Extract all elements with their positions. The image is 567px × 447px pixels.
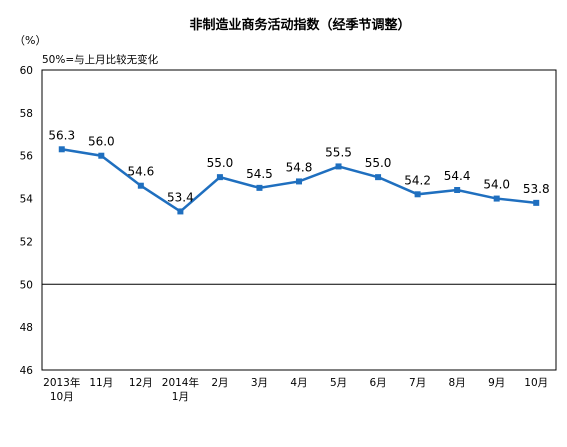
data-labels: 56.3 56.0 54.6 53.4 55.0 54.5 54.8 55.5 55.0 54.2… <box>48 128 549 204</box>
data-label: 55.5 <box>325 145 352 159</box>
x-tick-label: 12月 <box>129 377 153 389</box>
data-point <box>256 184 263 191</box>
data-point <box>414 191 421 198</box>
baseline-annotation: 50%=与上月比较无变化 <box>42 53 159 66</box>
data-label: 53.4 <box>167 190 194 204</box>
x-axis: 2013年 10月 11月 12月 2014年 1月 2月 3月 4月 5月 6月 7月 8月 9月 10月 <box>43 376 548 403</box>
x-tick-label: 7月 <box>409 377 426 389</box>
chart-title: 非制造业商务活动指数（经季节调整） <box>189 17 410 33</box>
y-tick-label: 46 <box>20 365 34 377</box>
data-label: 54.0 <box>483 178 510 192</box>
y-axis-unit: （%） <box>14 34 46 47</box>
series-markers <box>58 146 540 215</box>
data-label: 54.8 <box>286 160 313 174</box>
data-label: 54.6 <box>127 165 154 179</box>
x-tick-label: 2月 <box>211 377 228 389</box>
data-point <box>98 152 105 159</box>
y-tick-label: 50 <box>20 279 33 291</box>
data-point <box>493 195 500 202</box>
data-label: 55.0 <box>207 156 234 170</box>
x-tick-label: 5月 <box>330 377 347 389</box>
data-point <box>375 174 382 181</box>
y-tick-label: 52 <box>20 236 33 248</box>
data-label: 54.4 <box>444 169 471 183</box>
data-label: 53.8 <box>523 182 550 196</box>
data-point <box>216 174 223 181</box>
data-point <box>335 163 342 170</box>
y-axis: 46 48 50 52 54 56 58 60 <box>20 65 34 377</box>
y-tick-label: 54 <box>20 194 34 206</box>
data-label: 54.5 <box>246 167 273 181</box>
x-tick-label: 10月 <box>50 391 74 403</box>
x-tick-label: 2013年 <box>43 376 80 389</box>
y-tick-label: 60 <box>20 65 33 77</box>
x-tick-label: 10月 <box>524 377 548 389</box>
data-label: 54.2 <box>404 173 431 187</box>
data-point <box>296 178 302 185</box>
x-tick-label: 8月 <box>449 377 466 389</box>
data-point <box>177 208 184 215</box>
y-tick-label: 58 <box>20 108 33 120</box>
data-point <box>533 199 540 206</box>
y-tick-label: 56 <box>20 151 34 163</box>
x-tick-label: 6月 <box>369 377 386 389</box>
y-tick-label: 48 <box>20 322 33 334</box>
data-label: 55.0 <box>365 156 392 170</box>
data-point <box>137 182 144 189</box>
data-point <box>454 187 461 193</box>
x-tick-label: 3月 <box>251 377 268 389</box>
x-tick-label: 9月 <box>488 377 505 389</box>
x-tick-label: 2014年 <box>162 376 199 389</box>
plot-area-frame <box>41 69 557 371</box>
data-label: 56.3 <box>48 128 75 142</box>
data-point <box>58 146 65 153</box>
x-tick-label: 11月 <box>89 377 113 389</box>
data-label: 56.0 <box>88 135 115 149</box>
x-tick-label: 4月 <box>290 377 307 389</box>
x-tick-label: 1月 <box>172 391 189 403</box>
